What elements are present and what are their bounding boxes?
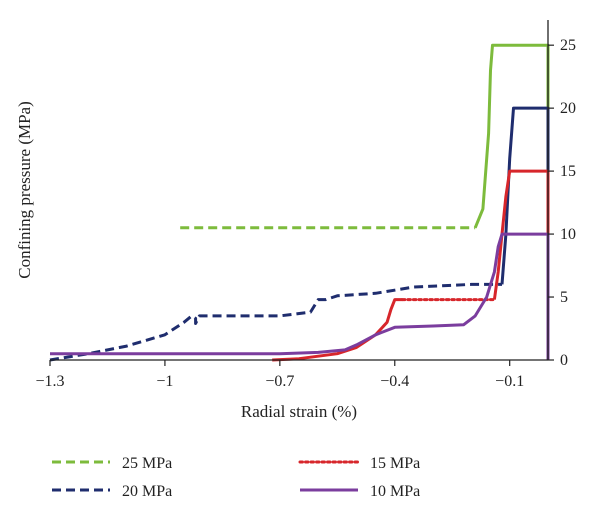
legend-label: 25 MPa (122, 455, 172, 472)
series-line-20-mpa (500, 106, 550, 291)
legend-label: 20 MPa (122, 483, 172, 500)
axes-layer (50, 20, 549, 361)
x-tick-label: −1 (156, 373, 173, 390)
legend-item: 15 MPa (298, 455, 420, 472)
y-tick-label: 10 (560, 226, 576, 243)
legend-label: 15 MPa (370, 455, 420, 472)
y-tick-label: 20 (560, 100, 576, 117)
x-tick-label: −0.1 (495, 373, 524, 390)
y-tick-label: 0 (560, 352, 568, 369)
legend-item: 10 MPa (300, 483, 420, 500)
legend: 25 MPa 15 MPa 20 MPa 10 MPa (52, 455, 420, 500)
tick-layer: −1.3 −1 −0.7 −0.4 −0.1 0 5 10 15 20 25 (35, 37, 576, 390)
legend-label: 10 MPa (370, 483, 420, 500)
x-axis-title: Radial strain (%) (241, 402, 357, 421)
x-tick-label: −0.7 (265, 373, 294, 390)
y-axis-title: Confining pressure (MPa) (15, 101, 34, 279)
y-tick-label: 25 (560, 37, 576, 54)
y-tick-label: 15 (560, 163, 576, 180)
legend-item: 25 MPa (52, 455, 172, 472)
x-tick-label: −1.3 (35, 373, 64, 390)
y-tick-label: 5 (560, 289, 568, 306)
x-tick-label: −0.4 (380, 373, 409, 390)
series-layer (49, 43, 550, 362)
series-line-10-mpa (50, 232, 550, 360)
series-line-20-mpa (49, 282, 502, 362)
legend-item: 20 MPa (52, 483, 172, 500)
